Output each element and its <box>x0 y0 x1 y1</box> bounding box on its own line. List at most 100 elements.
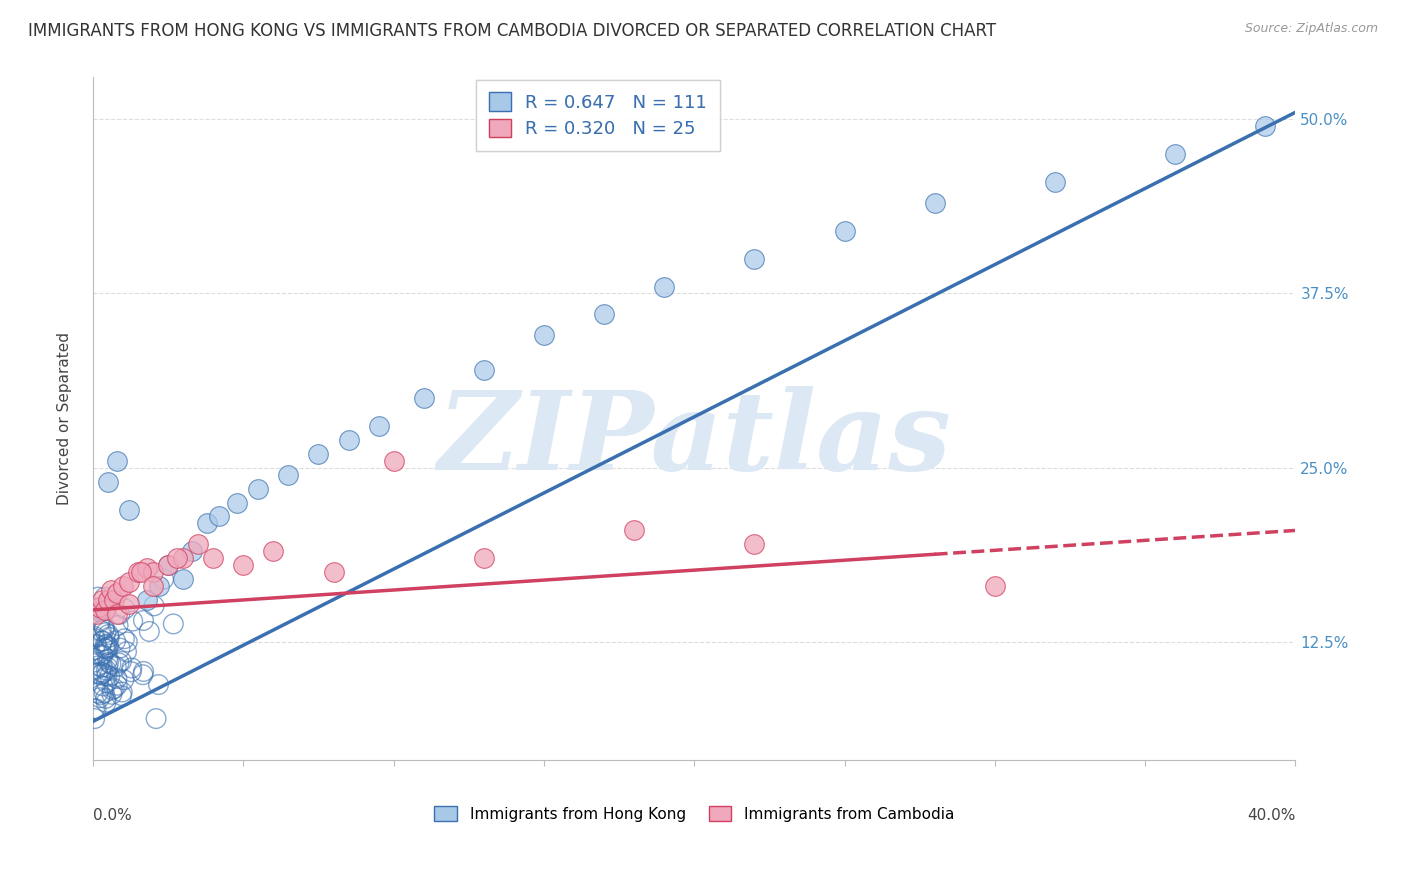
Point <box>103 593 125 607</box>
Point <box>195 516 218 531</box>
Point <box>157 558 180 573</box>
Point <box>91 634 114 648</box>
Point <box>97 652 120 666</box>
Point <box>83 632 105 646</box>
Point <box>89 605 111 619</box>
Point <box>91 679 114 693</box>
Point <box>1254 120 1277 134</box>
Point <box>93 591 115 605</box>
Point <box>89 615 111 629</box>
Point <box>93 641 115 656</box>
Point <box>118 597 141 611</box>
Point <box>834 224 856 238</box>
Point <box>129 566 152 580</box>
Point <box>97 656 120 670</box>
Point <box>162 616 184 631</box>
Point <box>90 624 112 638</box>
Point <box>93 623 115 637</box>
Text: 40.0%: 40.0% <box>1247 808 1295 823</box>
Point <box>94 638 117 652</box>
Point <box>142 566 165 580</box>
Point <box>136 593 159 607</box>
Point <box>87 686 110 700</box>
Text: 0.0%: 0.0% <box>93 808 132 823</box>
Point <box>105 659 128 673</box>
Point <box>87 600 110 615</box>
Point <box>172 551 194 566</box>
Point <box>84 637 107 651</box>
Point <box>107 618 129 632</box>
Point <box>96 640 118 655</box>
Point <box>120 665 142 679</box>
Point <box>744 252 766 266</box>
Legend: R = 0.647   N = 111, R = 0.320   N = 25: R = 0.647 N = 111, R = 0.320 N = 25 <box>477 79 720 151</box>
Point <box>142 579 165 593</box>
Point <box>121 661 143 675</box>
Point <box>98 669 121 683</box>
Point <box>93 686 115 700</box>
Point <box>322 566 344 580</box>
Point <box>127 566 149 580</box>
Point <box>93 620 115 634</box>
Point <box>118 574 141 589</box>
Point <box>145 712 167 726</box>
Point <box>83 655 105 669</box>
Point <box>91 593 114 607</box>
Point <box>101 682 124 697</box>
Point <box>118 502 141 516</box>
Point <box>89 690 111 705</box>
Point <box>96 637 118 651</box>
Point <box>103 681 125 696</box>
Point <box>121 614 143 628</box>
Point <box>96 668 118 682</box>
Point <box>90 660 112 674</box>
Point <box>112 673 135 687</box>
Point <box>100 583 122 598</box>
Point <box>382 454 405 468</box>
Point <box>412 391 434 405</box>
Point <box>94 603 117 617</box>
Point <box>84 607 107 621</box>
Point <box>105 672 128 686</box>
Point <box>112 632 135 646</box>
Point <box>105 678 128 692</box>
Point <box>148 677 170 691</box>
Text: Source: ZipAtlas.com: Source: ZipAtlas.com <box>1244 22 1378 36</box>
Point <box>96 675 118 690</box>
Point <box>87 647 110 661</box>
Point <box>87 590 110 604</box>
Point <box>84 702 107 716</box>
Point <box>108 607 131 622</box>
Point <box>97 627 120 641</box>
Point <box>308 447 330 461</box>
Point <box>84 602 107 616</box>
Point <box>97 475 120 489</box>
Point <box>472 363 495 377</box>
Point <box>117 635 139 649</box>
Point <box>96 663 118 677</box>
Point <box>226 495 249 509</box>
Point <box>83 630 105 644</box>
Point <box>83 642 105 657</box>
Point <box>90 665 112 680</box>
Point <box>143 599 166 613</box>
Point <box>593 307 616 321</box>
Point <box>83 712 105 726</box>
Point <box>984 579 1007 593</box>
Text: IMMIGRANTS FROM HONG KONG VS IMMIGRANTS FROM CAMBODIA DIVORCED OR SEPARATED CORR: IMMIGRANTS FROM HONG KONG VS IMMIGRANTS … <box>28 22 997 40</box>
Point <box>136 561 159 575</box>
Point <box>132 667 155 681</box>
Point <box>277 467 299 482</box>
Point <box>744 537 766 551</box>
Point <box>172 572 194 586</box>
Text: ZIPatlas: ZIPatlas <box>437 385 952 493</box>
Point <box>138 624 160 639</box>
Point <box>148 579 170 593</box>
Point <box>105 586 128 600</box>
Point <box>115 645 138 659</box>
Point <box>91 648 114 662</box>
Point <box>652 279 675 293</box>
Point <box>86 601 108 615</box>
Point <box>108 641 131 656</box>
Point <box>100 657 122 671</box>
